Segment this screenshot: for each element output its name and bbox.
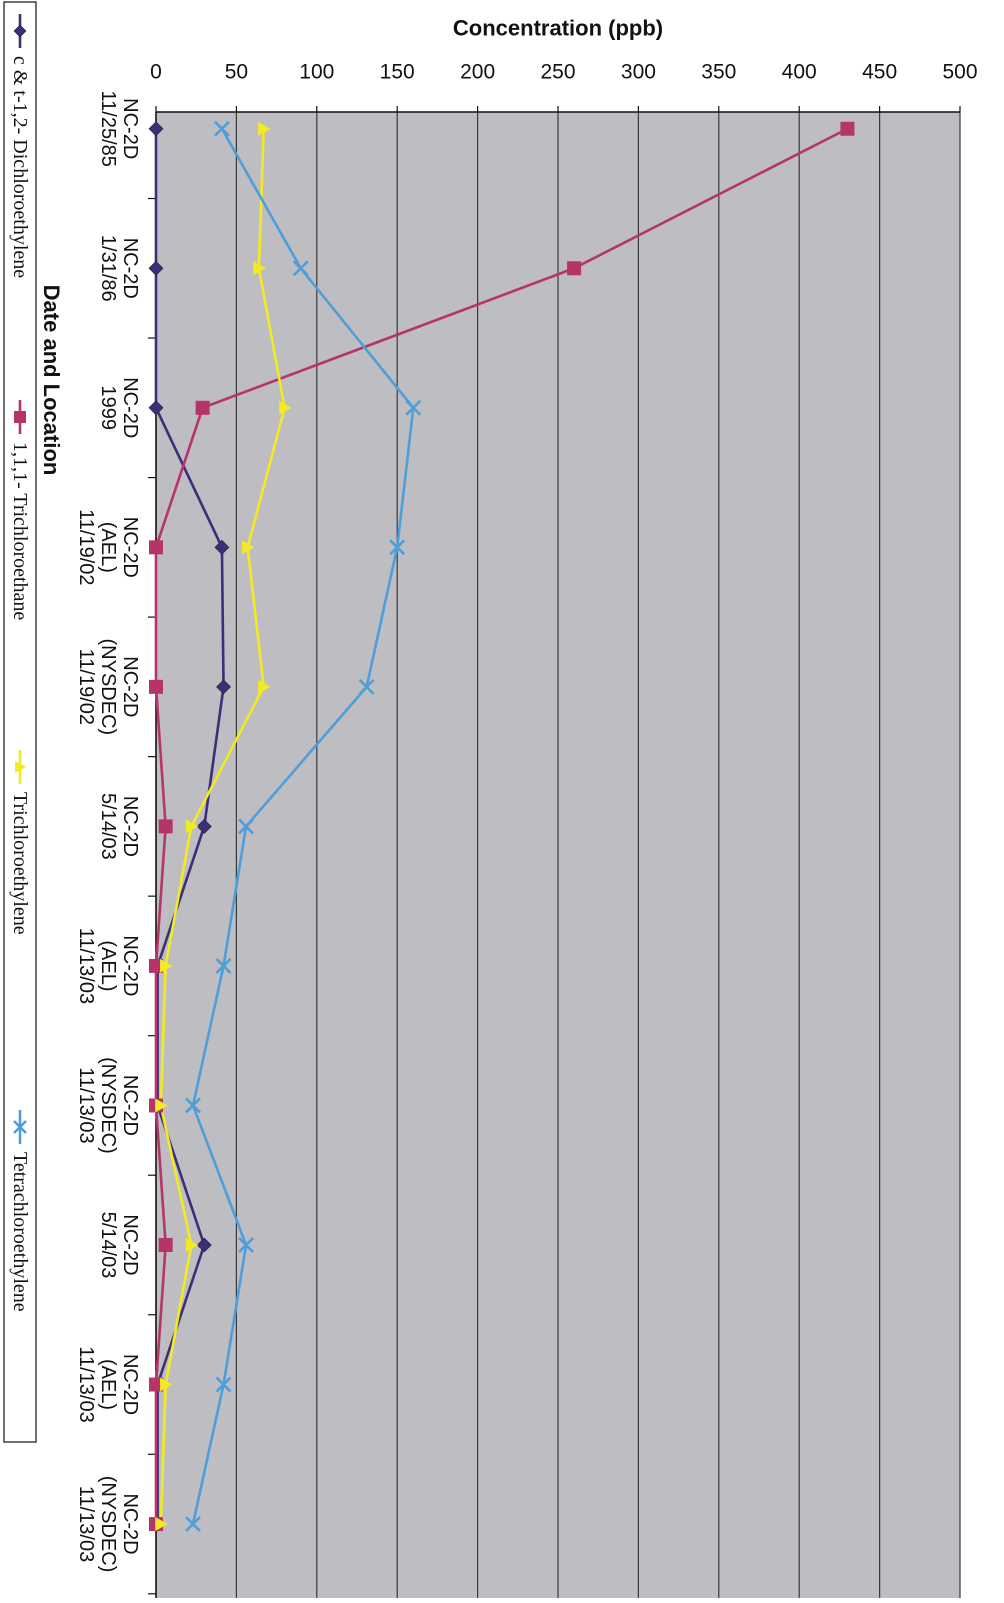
- data-point-triangle: [258, 679, 271, 694]
- data-point-triangle: [242, 540, 255, 555]
- x-tick-label: NC-2D(AEL)11/13/03: [75, 1346, 141, 1422]
- data-point-diamond: [148, 260, 164, 276]
- y-tick-label: 250: [540, 61, 575, 84]
- data-point-x-stroke: [185, 1097, 201, 1114]
- y-tick-label: 200: [460, 61, 495, 84]
- data-point-square: [158, 1237, 173, 1252]
- y-tick-label: 400: [782, 61, 817, 84]
- data-point-x: [238, 818, 254, 835]
- data-point-x-stroke: [238, 818, 254, 835]
- x-tick-label: NC-2D(AEL)11/19/02: [75, 509, 141, 585]
- data-point-x: [13, 1120, 27, 1134]
- y-tick-label: 450: [862, 61, 897, 84]
- y-tick-label: 0: [150, 61, 162, 84]
- y-tick-label: 500: [942, 61, 977, 84]
- data-point-x: [405, 399, 422, 416]
- data-point-x: [389, 539, 406, 556]
- data-point-square: [158, 819, 173, 834]
- data-point-x-stroke: [13, 1120, 27, 1134]
- data-point-square: [149, 958, 163, 973]
- data-point-x-stroke: [215, 1376, 232, 1393]
- x-tick-label: NC-2D1/31/86: [97, 235, 141, 302]
- data-point-x-stroke: [215, 958, 232, 974]
- data-point-triangle: [160, 958, 173, 973]
- tick-labels: 0 50 100 150 200 250 300 350 400 450 500 NC-2D11/25…: [75, 61, 978, 1573]
- data-point-x-stroke: [185, 1516, 201, 1532]
- x-tick-label: NC-2D(NYSDEC)11/13/03: [75, 1057, 141, 1154]
- x-tick-label: NC-2D(NYSDEC)11/13/03: [75, 1476, 141, 1573]
- x-axis-title: Date and Location: [39, 285, 64, 476]
- data-point-x: [292, 260, 309, 277]
- data-point-square: [14, 411, 26, 423]
- data-point-x: [215, 1376, 232, 1393]
- data-point-x-stroke: [214, 120, 230, 137]
- data-point-diamond: [216, 679, 231, 695]
- legend-label: Tetrachloroethylene: [9, 1152, 31, 1312]
- data-point-x-stroke: [292, 260, 309, 277]
- x-tick-label: NC-2D5/14/03: [97, 793, 141, 860]
- y-tick-label: 150: [380, 61, 415, 84]
- data-point-x: [215, 958, 232, 974]
- y-tick-label: 100: [299, 61, 334, 84]
- x-tick-label: NC-2D5/14/03: [97, 1212, 141, 1279]
- x-tick-label: NC-2D11/25/85: [97, 91, 141, 167]
- data-point-triangle: [253, 261, 266, 276]
- data-point-square: [195, 400, 210, 415]
- y-axis-title: Concentration (ppb): [453, 16, 663, 41]
- data-point-x-stroke: [358, 678, 375, 695]
- y-tick-label: 300: [621, 61, 656, 84]
- data-point-triangle: [185, 819, 199, 834]
- x-tick-label: NC-2D(AEL)11/13/03: [75, 928, 141, 1004]
- data-point-x-stroke: [238, 1237, 254, 1253]
- x-tick-label: NC-2D(NYSDEC)11/19/02: [75, 639, 141, 736]
- data-point-x-stroke: [389, 539, 406, 556]
- series-markers: [148, 120, 855, 1532]
- data-point-diamond: [148, 121, 164, 137]
- legend-box: [3, 1, 37, 1443]
- data-point-triangle: [185, 1237, 199, 1252]
- data-point-diamond: [148, 400, 164, 416]
- data-point-square: [840, 121, 855, 136]
- data-point-triangle: [155, 1517, 168, 1532]
- data-point-x: [358, 678, 375, 695]
- legend-label: c & t-1,2- Dichloroethylene: [9, 56, 31, 278]
- data-point-square: [567, 261, 582, 276]
- legend-label: 1,1,1- Trichloroethane: [9, 442, 31, 620]
- data-point-diamond: [214, 539, 230, 555]
- data-point-square: [149, 679, 163, 694]
- data-point-x: [214, 120, 230, 137]
- data-point-square: [149, 540, 163, 555]
- legend: c & t-1,2- Dichloroethylene 1,1,1- Trichl…: [3, 1, 37, 1443]
- legend-label: Trichloroethylene: [9, 792, 31, 935]
- data-point-triangle: [279, 400, 292, 415]
- data-point-x: [185, 1097, 201, 1114]
- data-point-triangle: [258, 121, 271, 136]
- x-tick-label: NC-2D1999: [97, 377, 141, 438]
- data-point-x-stroke: [405, 399, 422, 416]
- data-point-triangle: [155, 1098, 168, 1113]
- data-point-x: [185, 1516, 201, 1532]
- y-tick-label: 350: [701, 61, 736, 84]
- data-point-x: [238, 1237, 254, 1253]
- data-point-triangle: [160, 1377, 173, 1392]
- data-point-triangle: [15, 761, 26, 773]
- y-tick-label: 50: [225, 61, 248, 84]
- data-point-diamond: [13, 24, 27, 38]
- data-point-square: [149, 1377, 163, 1392]
